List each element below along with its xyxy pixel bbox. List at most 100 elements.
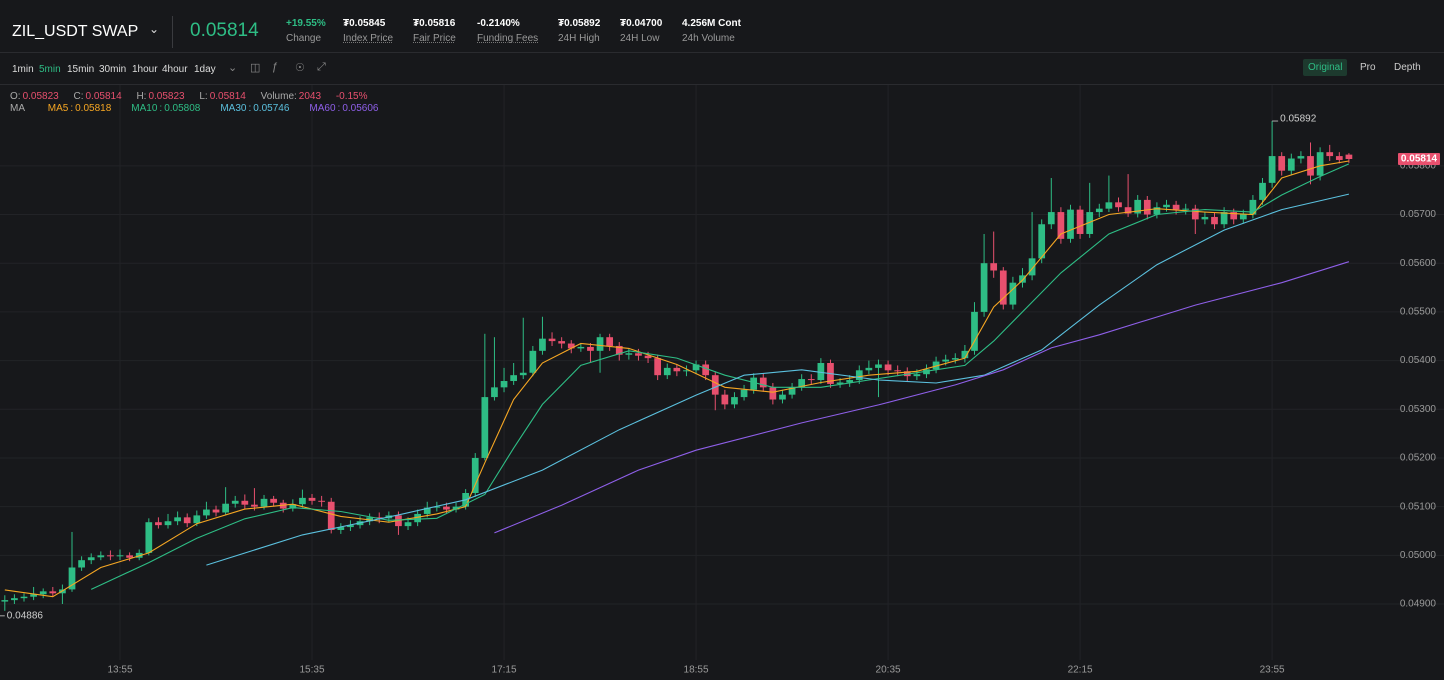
y-tick-label: 0.05800 xyxy=(1400,160,1437,171)
interval[interactable]: 5min xyxy=(39,64,61,75)
y-tick-label: 0.05700 xyxy=(1400,209,1437,220)
ma-legend: MA MA5:0.05818 MA10:0.05808 MA30:0.05746 MA… xyxy=(10,103,398,114)
candle-body xyxy=(481,397,489,458)
candle-body xyxy=(663,367,671,376)
candle-body xyxy=(375,517,383,519)
symbol[interactable]: ZIL_USDT SWAP xyxy=(12,23,139,40)
ma-name: MA30 xyxy=(220,103,247,114)
candle-body xyxy=(414,513,421,523)
interval[interactable]: 1min xyxy=(12,64,34,75)
interval[interactable]: 4hour xyxy=(162,64,188,75)
view-button[interactable]: Pro xyxy=(1360,62,1376,73)
symbol-dropdown[interactable]: ⌄ xyxy=(149,22,160,36)
ma-value: 0.05746 xyxy=(253,103,290,114)
candle-body xyxy=(510,375,518,382)
candle-body xyxy=(875,364,882,368)
candle-body xyxy=(97,555,105,558)
candle-body xyxy=(11,598,18,601)
candle-body xyxy=(116,555,124,557)
stat: +19.55% Change xyxy=(286,18,326,44)
candle-body xyxy=(1067,209,1074,239)
stat: -0.2140% Funding Fees xyxy=(477,18,538,44)
candle-body xyxy=(1,600,9,602)
candle-body xyxy=(644,355,652,359)
candle-body xyxy=(155,522,162,526)
separator xyxy=(172,16,173,48)
fullscreen-icon[interactable]: ⤢ xyxy=(317,61,326,73)
candle-body xyxy=(1143,199,1151,215)
candle-body xyxy=(779,394,786,400)
ma-name: MA5 xyxy=(47,103,69,114)
indicator-icon[interactable]: ƒ xyxy=(272,61,279,73)
candle-body xyxy=(1105,202,1113,209)
candle-body xyxy=(500,381,508,388)
candle-body xyxy=(1287,158,1295,171)
ma-value: 0.05808 xyxy=(164,103,201,114)
candle-body xyxy=(78,560,85,568)
candle-body xyxy=(683,370,690,372)
settings-icon[interactable]: ☉ xyxy=(295,62,305,74)
ma-colon: : xyxy=(337,103,341,114)
stat-label: Index Price xyxy=(343,33,394,44)
candle-body xyxy=(1086,212,1094,234)
ohlc-label: H: xyxy=(136,91,147,102)
interval[interactable]: 30min xyxy=(99,64,127,75)
y-tick-label: 0.05200 xyxy=(1400,453,1437,464)
candle-body xyxy=(443,506,450,510)
interval[interactable]: 1day xyxy=(194,64,216,75)
ohlc-value: 0.05814 xyxy=(209,91,246,102)
candle-body xyxy=(731,397,738,405)
view-button[interactable]: Depth xyxy=(1394,62,1421,73)
view-button[interactable]: Original xyxy=(1303,59,1348,76)
candle-body xyxy=(107,555,114,557)
ma-legend-entry: MA30:0.05746 xyxy=(220,103,291,114)
stat-value: ₮0.05892 xyxy=(558,18,601,29)
candle-body xyxy=(1038,224,1046,259)
x-tick-label: 23:55 xyxy=(1260,665,1285,676)
candle-body xyxy=(567,343,575,349)
ma-line xyxy=(206,193,1350,566)
candle-body xyxy=(846,380,854,383)
candle-body xyxy=(817,363,825,381)
last-price: 0.05814 xyxy=(190,20,259,41)
candle-body xyxy=(87,557,95,561)
candle-body xyxy=(1239,214,1247,220)
candle-body xyxy=(30,594,37,597)
ma-value: 0.05818 xyxy=(75,103,112,114)
candle-body xyxy=(1057,212,1065,239)
x-tick-label: 18:55 xyxy=(684,665,709,676)
more-intervals[interactable]: ⌄ xyxy=(228,62,238,74)
candle-body xyxy=(932,361,940,370)
ma-value: 0.05606 xyxy=(342,103,379,114)
interval[interactable]: 1hour xyxy=(132,64,158,75)
stat-value: ₮0.04700 xyxy=(620,18,663,29)
candle-body xyxy=(212,509,220,513)
candle-body xyxy=(548,338,556,342)
candle-body xyxy=(433,506,441,508)
y-tick-label: 0.05000 xyxy=(1400,550,1437,561)
candle-body xyxy=(855,370,863,381)
candle-body xyxy=(251,504,258,507)
candle-body xyxy=(1163,204,1170,208)
candle-body xyxy=(980,263,988,312)
candle-body xyxy=(807,379,815,381)
ma-legend-entry: MA60:0.05606 xyxy=(309,103,380,114)
candle-body xyxy=(1076,209,1084,234)
candle-body xyxy=(1307,156,1314,176)
ma-legend-entry: MA10:0.05808 xyxy=(131,103,202,114)
candle-body xyxy=(1028,258,1036,276)
y-tick-label: 0.05100 xyxy=(1400,501,1437,512)
candle-body xyxy=(1278,156,1286,171)
interval[interactable]: 15min xyxy=(67,64,95,75)
candle-body xyxy=(1297,156,1305,159)
candle-body xyxy=(174,517,181,522)
candle-change: -0.15% xyxy=(335,91,368,102)
ohlc-label: C: xyxy=(73,91,84,102)
chart-style-icon[interactable]: ◫ xyxy=(250,62,261,74)
candle-body xyxy=(289,504,297,509)
candle-body xyxy=(452,506,460,510)
stat: ₮0.04700 24H Low xyxy=(620,18,662,44)
candle-body xyxy=(1115,202,1122,208)
candle-body xyxy=(327,501,335,531)
